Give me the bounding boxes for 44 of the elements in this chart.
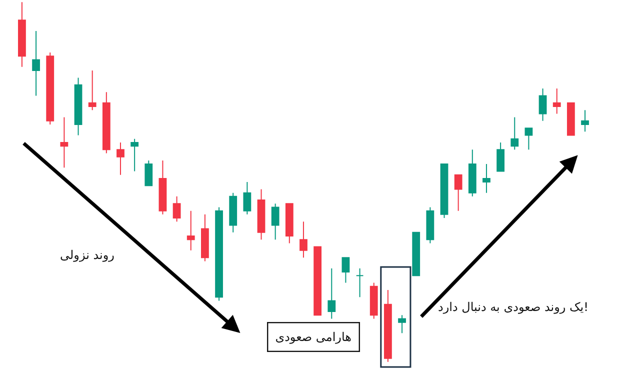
candlestick — [552, 88, 561, 114]
candlestick — [356, 268, 364, 298]
candlestick — [482, 164, 490, 194]
candlestick — [257, 188, 266, 240]
candlestick — [18, 2, 26, 68]
candlestick — [32, 30, 40, 96]
candlestick — [74, 77, 82, 136]
candlestick — [342, 257, 350, 284]
candlestick — [510, 116, 519, 150]
candlestick — [384, 289, 392, 362]
candlestick — [426, 206, 434, 244]
candlestick — [60, 116, 68, 168]
annotation: یک روند صعودی به دنبال دارد! — [438, 300, 588, 314]
candlestick — [566, 102, 575, 136]
candlestick — [186, 210, 195, 251]
candlestick — [300, 221, 308, 258]
annotation: هارامی صعودی — [275, 330, 352, 344]
candlestick — [524, 128, 533, 150]
candlestick — [440, 164, 448, 219]
candlestick — [102, 92, 110, 154]
annotation: روند نزولی — [60, 248, 115, 262]
candlestick — [46, 52, 54, 125]
candlestick — [328, 268, 336, 320]
candlestick — [158, 160, 167, 215]
candlestick — [538, 88, 547, 122]
candlestick — [314, 246, 322, 316]
candlestick — [88, 70, 96, 111]
candlestick — [285, 203, 294, 244]
candlestick — [144, 160, 153, 186]
candlestick — [243, 182, 252, 215]
candlestick — [454, 174, 462, 212]
candlestick — [116, 142, 124, 176]
candlestick — [412, 232, 420, 276]
candlestick — [215, 206, 223, 302]
candlestick — [229, 192, 238, 233]
candlestick — [398, 314, 406, 334]
candlestick — [496, 142, 504, 172]
candlestick — [130, 138, 139, 172]
candlestick — [271, 203, 280, 240]
candlestick — [370, 282, 378, 320]
candlestick — [172, 196, 181, 222]
candlestick — [201, 214, 209, 262]
candlestick — [468, 149, 476, 197]
candlestick — [581, 110, 589, 132]
